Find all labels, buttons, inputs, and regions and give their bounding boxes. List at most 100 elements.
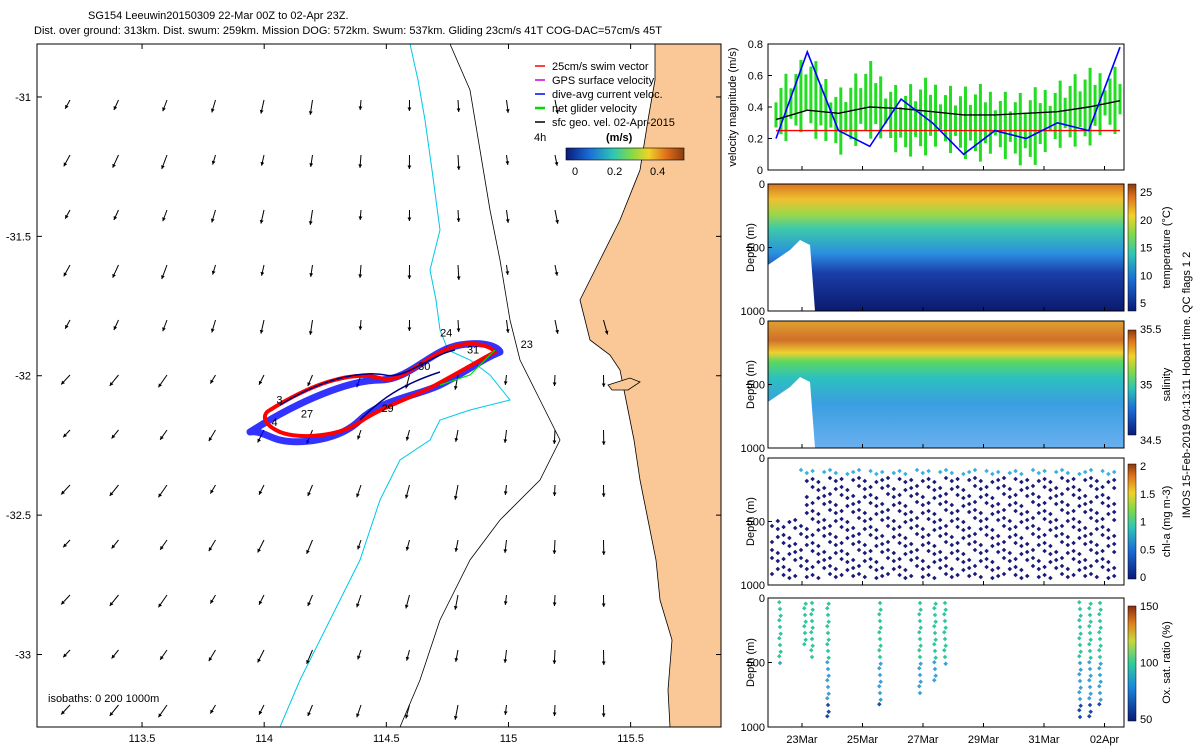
current-arrowhead-2: [162, 107, 166, 112]
current-arrowhead-119: [208, 657, 213, 662]
chla-point-319: [961, 471, 966, 477]
chla-point-418: [1013, 524, 1018, 530]
current-arrowhead-79: [601, 441, 606, 445]
chla-point-538: [1077, 567, 1082, 573]
chla-colorbar: [1127, 463, 1137, 580]
chla-point-357: [978, 542, 984, 548]
ox-point-121: [1077, 678, 1083, 684]
section-1-cbar-tick-2: 34.5: [1140, 435, 1161, 447]
chla-point-140: [856, 571, 862, 577]
chla-point-141: [862, 478, 868, 484]
chla-point-551: [1088, 475, 1094, 481]
current-arrowhead-137: [503, 711, 508, 715]
net-velocity-bar-31: [929, 94, 933, 136]
current-arrowhead-88: [453, 495, 458, 500]
ox-point-163: [1097, 690, 1103, 696]
chla-point-421: [1013, 556, 1018, 562]
chla-point-294: [943, 539, 949, 545]
net-velocity-bar-69: [1118, 83, 1122, 115]
map-xtick-label-0: 113.5: [129, 733, 156, 745]
current-arrowhead-54: [555, 329, 559, 334]
current-arrowhead-116: [63, 653, 67, 658]
chla-point-265: [926, 564, 931, 570]
current-arrowhead-70: [160, 435, 164, 440]
chla-point-555: [1088, 515, 1094, 521]
chla-point-597: [1111, 517, 1117, 523]
chla-point-453: [1030, 555, 1036, 561]
current-arrowhead-35: [161, 275, 165, 280]
chla-point-350: [972, 571, 978, 577]
chla-point-280: [937, 501, 943, 507]
day-label-27: 27: [301, 409, 313, 421]
chla-point-588: [1106, 543, 1111, 549]
section-1-cbar-tick-1: 35: [1140, 380, 1152, 392]
net-velocity-bar-6: [804, 74, 808, 111]
net-velocity-bar-56: [1053, 92, 1057, 140]
net-velocity-bar-61: [1078, 91, 1082, 128]
chla-point-444: [1024, 573, 1030, 579]
chla-point-44: [804, 566, 810, 572]
chla-point-293: [943, 531, 949, 537]
net-velocity-bar-40: [973, 94, 977, 152]
current-arrowhead-110: [356, 603, 360, 608]
current-arrowhead-69: [111, 434, 116, 439]
section-2-cbar-tick-1: 1.5: [1140, 489, 1155, 501]
chla-point-148: [862, 550, 868, 556]
chla-point-573: [1100, 492, 1105, 498]
chla-point-483: [1048, 543, 1053, 549]
chla-point-519: [1071, 476, 1076, 482]
chla-point-297: [943, 571, 949, 577]
chla-point-303: [949, 518, 955, 524]
chla-point-4: [769, 571, 775, 577]
chla-point-355: [978, 518, 984, 524]
chla-point-360: [978, 574, 984, 580]
current-arrowhead-33: [63, 272, 68, 277]
chla-point-203: [897, 468, 902, 474]
chla-point-158: [868, 548, 873, 554]
chla-point-304: [949, 534, 955, 540]
chla-point-565: [1094, 518, 1100, 524]
chla-point-48: [810, 484, 815, 490]
chla-point-213: [897, 572, 902, 578]
chla-point-35: [804, 470, 810, 476]
vel-ytick-label-0: 0: [757, 165, 763, 177]
chla-point-495: [1053, 557, 1059, 563]
ox-point-28: [809, 654, 815, 660]
ox-point-45: [825, 696, 830, 701]
net-velocity-bar-2: [784, 73, 788, 141]
net-velocity-bar-66: [1103, 90, 1107, 116]
chla-point-567: [1094, 542, 1100, 548]
current-arrowhead-138: [552, 712, 557, 716]
current-arrowhead-39: [358, 274, 363, 278]
chla-point-544: [1082, 525, 1088, 531]
chla-point-94: [833, 534, 839, 540]
chla-point-426: [1019, 487, 1024, 493]
chla-point-211: [897, 556, 902, 562]
chla-point-556: [1088, 531, 1094, 537]
current-arrowhead-89: [503, 491, 508, 495]
ox-point-67: [917, 600, 923, 606]
chla-point-467: [1042, 476, 1047, 482]
current-arrowhead-74: [357, 435, 361, 440]
chla-point-449: [1030, 515, 1036, 521]
chla-point-269: [932, 495, 937, 501]
chla-point-163: [874, 495, 879, 501]
net-velocity-bar-38: [963, 86, 967, 159]
chla-point-29: [798, 467, 804, 473]
chla-point-351: [978, 478, 984, 484]
chla-point-536: [1077, 551, 1082, 557]
chla-point-595: [1111, 501, 1117, 507]
map-ytick-label-3: -32.5: [6, 510, 31, 522]
chla-point-541: [1082, 493, 1088, 499]
series-line-sfc-geo-vel-02-apr-2015: [775, 100, 1121, 121]
chla-point-81: [827, 507, 833, 513]
current-arrowhead-43: [554, 271, 559, 276]
chla-point-448: [1030, 499, 1036, 505]
section-0-cbar-tick-4: 5: [1140, 298, 1146, 310]
chla-point-97: [833, 566, 839, 572]
chla-point-584: [1106, 503, 1111, 509]
chla-point-581: [1106, 471, 1111, 477]
current-arrowhead-13: [161, 165, 165, 170]
chla-point-53: [810, 540, 815, 546]
chla-point-385: [995, 501, 1001, 507]
